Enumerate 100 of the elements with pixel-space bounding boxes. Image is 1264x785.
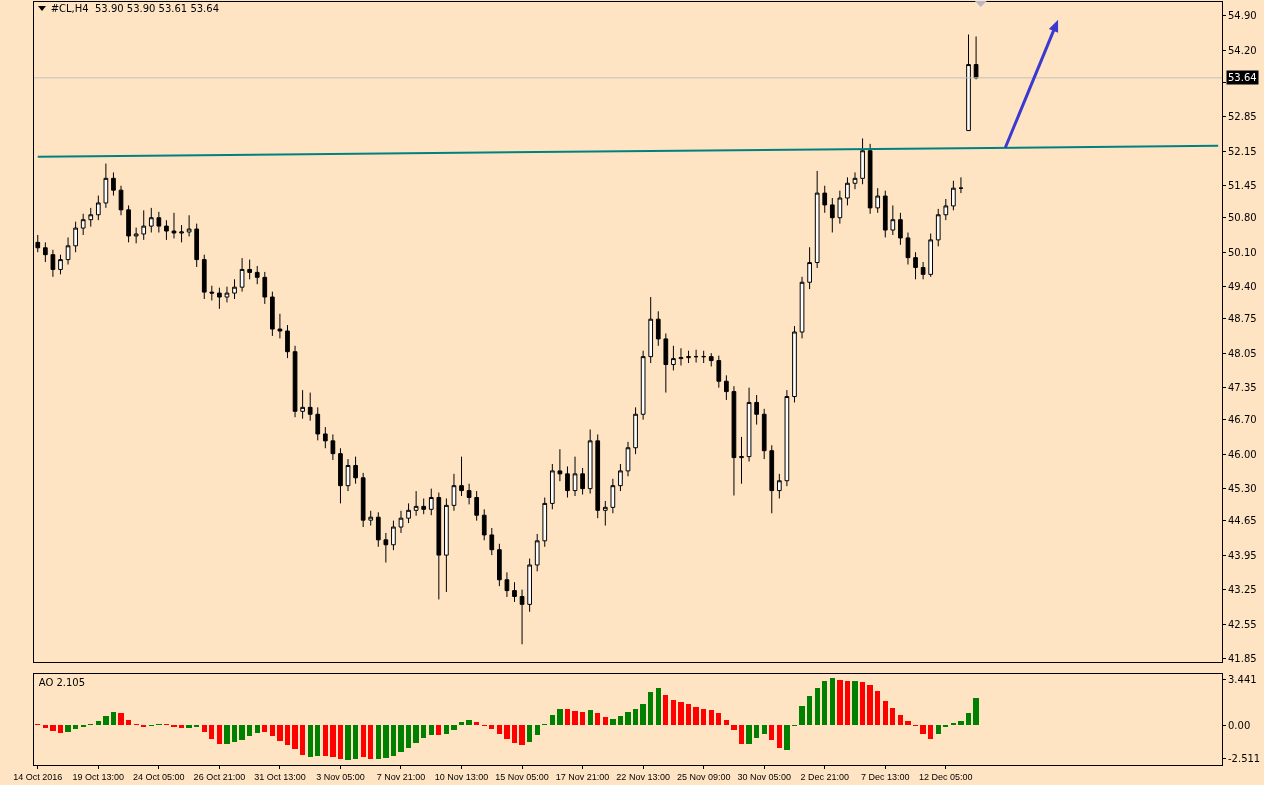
bar (413, 725, 419, 744)
bar (632, 708, 639, 726)
bar (640, 704, 646, 726)
candlestick (693, 349, 699, 364)
chart-title: AO 2.105 (38, 677, 86, 689)
bar (216, 725, 223, 744)
candlestick (769, 444, 775, 514)
candlestick (565, 465, 570, 498)
y-tick-label: 43.95 (1228, 549, 1257, 561)
candlestick (618, 463, 623, 492)
candlestick (527, 558, 532, 613)
bar (670, 699, 677, 726)
bar (224, 725, 230, 744)
bar (299, 725, 306, 755)
candlestick (746, 387, 752, 463)
candlestick (663, 332, 669, 394)
bar (262, 725, 268, 733)
candlestick (247, 259, 253, 280)
candlestick (103, 163, 109, 209)
candlestick (489, 527, 495, 556)
bar (867, 685, 873, 726)
bar (315, 725, 321, 756)
bar (504, 725, 510, 740)
chart-title: #CL,H4 53.90 53.90 53.61 53.64 (50, 3, 220, 15)
x-tick-label: 30 Nov 05:00 (737, 771, 791, 782)
x-tick-label: 10 Nov 13:00 (434, 771, 489, 782)
bar (337, 725, 344, 759)
candlestick (625, 441, 631, 477)
bar (738, 725, 745, 744)
bar (625, 712, 631, 726)
candlestick (504, 571, 510, 598)
bar (905, 720, 911, 726)
candlestick (239, 257, 245, 293)
bar (595, 712, 601, 726)
candlestick (436, 492, 442, 600)
candlestick (754, 394, 759, 426)
bar (920, 725, 926, 735)
candlestick (708, 352, 714, 367)
bar (209, 725, 215, 740)
bar (526, 725, 533, 742)
candlestick (776, 473, 782, 499)
candlestick (822, 185, 828, 214)
candlestick (428, 488, 434, 516)
x-tick-label: 7 Dec 13:00 (861, 771, 910, 782)
candlestick (201, 254, 207, 300)
bar (443, 725, 450, 735)
candlestick (534, 533, 540, 572)
candlestick (852, 171, 858, 190)
bar (602, 717, 608, 726)
x-tick-label: 2 Dec 21:00 (800, 771, 850, 782)
y-tick-label: 52.85 (1228, 111, 1257, 123)
bar (549, 715, 555, 726)
bar (110, 712, 117, 726)
bar (352, 725, 359, 759)
candlestick (111, 171, 116, 197)
bar (231, 725, 238, 743)
bar (436, 725, 442, 736)
candlestick (421, 497, 427, 515)
x-tick-label: 3 Nov 05:00 (316, 771, 365, 782)
candlestick (610, 478, 616, 514)
y-tick-label: 43.25 (1228, 584, 1257, 596)
y-tick-label: 46.00 (1228, 448, 1257, 460)
candlestick (118, 185, 124, 216)
candlestick (640, 350, 646, 421)
y-tick-label: 42.55 (1228, 618, 1257, 630)
candlestick (254, 265, 260, 285)
candlestick (928, 232, 934, 278)
candlestick (814, 170, 820, 269)
candlestick (943, 198, 949, 221)
bar (466, 720, 472, 726)
candlestick (905, 232, 911, 266)
candlestick (338, 447, 343, 504)
bar (731, 725, 737, 731)
bar (125, 720, 132, 726)
candlestick (913, 251, 918, 280)
bar (769, 725, 775, 741)
candlestick (88, 207, 94, 228)
bar (678, 702, 684, 726)
bar (753, 725, 760, 738)
candlestick (829, 197, 835, 234)
bar (648, 692, 654, 726)
candlestick (65, 236, 71, 266)
ref-line-label: 53.64 (1228, 72, 1257, 83)
bar (345, 725, 351, 760)
candlestick (368, 510, 374, 527)
y-tick-label: 45.30 (1228, 483, 1257, 495)
bar (534, 725, 540, 735)
bar (519, 725, 525, 745)
candlestick (602, 500, 608, 527)
bar (375, 725, 381, 760)
candlestick (542, 496, 548, 548)
bar (852, 680, 858, 726)
y-tick-label: 49.40 (1228, 281, 1257, 293)
candlestick (724, 374, 729, 401)
candlestick (164, 219, 169, 241)
candlestick (973, 35, 979, 80)
candlestick (300, 389, 305, 420)
y-tick-label: 46.70 (1228, 414, 1257, 426)
candlestick (731, 385, 737, 497)
candlestick (890, 204, 896, 236)
